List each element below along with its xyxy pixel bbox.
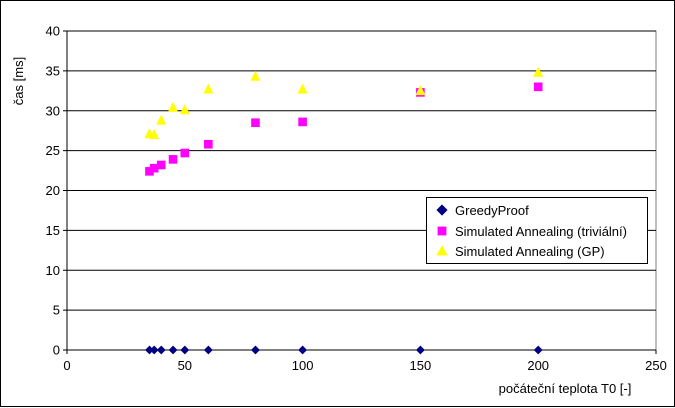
x-tick-label: 150 xyxy=(410,358,432,373)
gridlines xyxy=(67,30,656,311)
data-point-triangle xyxy=(203,83,214,94)
data-point-square xyxy=(204,139,213,149)
y-tick-label: 10 xyxy=(46,263,60,278)
data-point-triangle xyxy=(149,129,160,139)
x-tick-label: 200 xyxy=(527,358,549,373)
legend-label: Simulated Annealing (GP) xyxy=(455,243,605,259)
data-point-diamond xyxy=(180,345,190,355)
x-tick-label: 250 xyxy=(645,358,667,373)
legend-item-greedyproof: GreedyProof xyxy=(435,200,529,220)
x-tick-label: 50 xyxy=(178,358,192,373)
y-axis-title: čas [ms] xyxy=(11,57,26,105)
y-tick-label: 30 xyxy=(46,103,60,118)
data-point-square xyxy=(533,82,543,92)
x-tick-label: 100 xyxy=(292,358,314,373)
data-point-square xyxy=(298,117,307,127)
tick-labels: 0 5 10 15 20 25 30 35 40 0 50 100 150 200 250 xyxy=(46,24,667,374)
legend-item-sa-gp: Simulated Annealing (GP) xyxy=(435,241,605,261)
data-point-square xyxy=(180,148,190,158)
data-point-diamond xyxy=(156,345,166,355)
data-point-diamond xyxy=(149,345,159,355)
legend-item-sa-trivial: Simulated Annealing (triviální) xyxy=(435,221,627,241)
data-point-triangle xyxy=(250,70,261,81)
data-point-triangle xyxy=(415,85,426,96)
data-point-diamond xyxy=(203,345,213,355)
data-point-diamond xyxy=(533,345,543,355)
y-tick-label: 40 xyxy=(46,24,60,39)
diamond-marker-icon xyxy=(435,203,449,217)
data-points xyxy=(144,66,544,355)
y-tick-label: 20 xyxy=(46,183,60,198)
data-point-diamond xyxy=(251,345,260,355)
data-point-triangle xyxy=(297,83,308,94)
legend-label: Simulated Annealing (triviální) xyxy=(455,223,627,239)
data-point-square xyxy=(168,155,178,164)
data-point-triangle xyxy=(179,104,190,115)
y-tick-label: 25 xyxy=(46,143,60,158)
y-tick-label: 35 xyxy=(46,63,60,78)
triangle-marker-icon xyxy=(435,244,449,258)
y-tick-label: 5 xyxy=(53,303,60,318)
legend: GreedyProof Simulated Annealing (triviál… xyxy=(426,197,648,264)
data-point-diamond xyxy=(415,345,425,355)
data-point-square xyxy=(156,160,166,170)
x-tick-label: 0 xyxy=(63,358,70,373)
data-point-triangle xyxy=(168,101,179,112)
y-tick-label: 15 xyxy=(46,223,60,238)
legend-label: GreedyProof xyxy=(455,202,529,218)
data-point-diamond xyxy=(168,345,178,355)
square-marker-icon xyxy=(435,224,449,238)
data-point-diamond xyxy=(298,345,308,355)
data-point-square xyxy=(251,118,260,128)
y-tick-label: 0 xyxy=(53,343,60,358)
data-point-triangle xyxy=(156,114,167,125)
data-point-triangle xyxy=(533,66,544,77)
x-axis-title: počáteční teplota T0 [-] xyxy=(499,381,632,396)
